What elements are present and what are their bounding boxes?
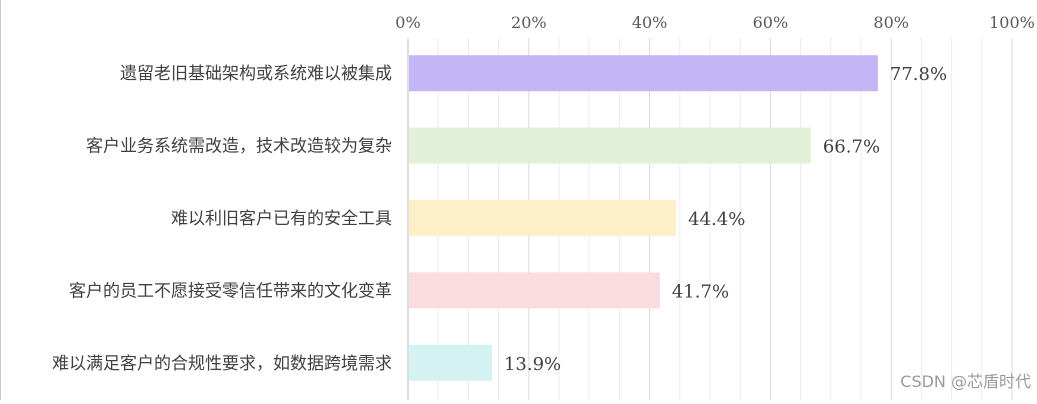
x-tick-label: 100% <box>989 13 1035 32</box>
bar <box>409 127 811 164</box>
data-label: 77.8% <box>890 64 947 85</box>
x-tick-label: 60% <box>753 13 789 32</box>
x-tick-label: 80% <box>873 13 909 32</box>
category-label: 难以利旧客户已有的安全工具 <box>171 209 392 229</box>
x-tick-label: 20% <box>511 13 547 32</box>
bar <box>409 272 660 309</box>
data-label: 66.7% <box>823 137 880 158</box>
category-label: 难以满足客户的合规性要求，如数据跨境需求 <box>52 354 392 374</box>
x-tick-label: 0% <box>395 13 420 32</box>
data-label: 44.4% <box>688 209 745 230</box>
x-tick-label: 40% <box>632 13 668 32</box>
left-border <box>0 0 1 400</box>
category-label: 遗留老旧基础架构或系统难以被集成 <box>120 64 392 84</box>
bar <box>409 200 677 236</box>
category-label: 客户的员工不愿接受零信任带来的文化变革 <box>69 281 392 301</box>
category-label: 客户业务系统需改造，技术改造较为复杂 <box>86 137 392 157</box>
watermark: CSDN @芯盾时代 <box>900 372 1031 391</box>
bar <box>409 344 492 381</box>
data-label: 13.9% <box>504 354 561 375</box>
data-label: 41.7% <box>672 281 729 302</box>
bar <box>409 55 878 92</box>
